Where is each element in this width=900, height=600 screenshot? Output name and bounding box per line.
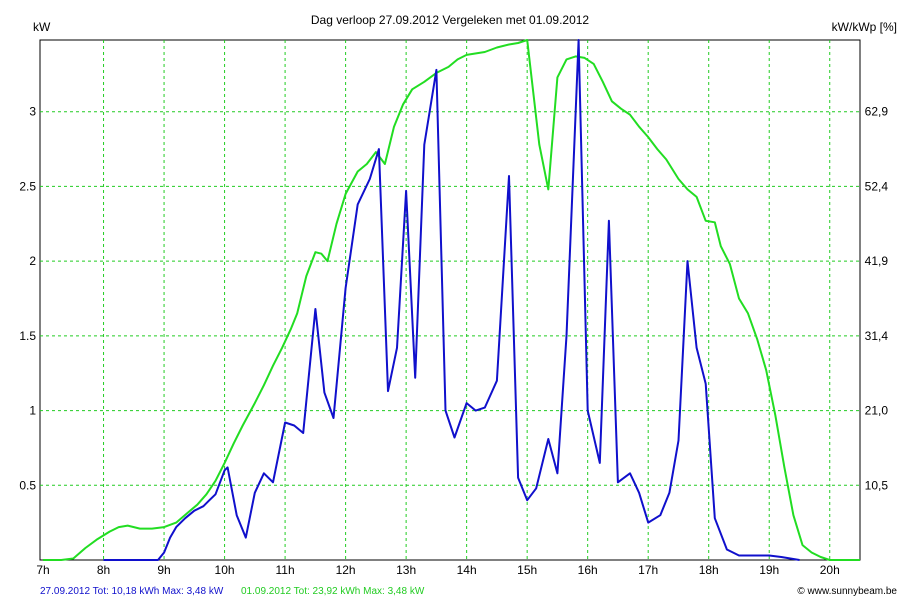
x-tick-label: 16h — [578, 563, 598, 577]
series-line-01.09.2012 — [43, 39, 860, 561]
x-tick-label: 11h — [276, 563, 295, 577]
series-lines — [43, 39, 860, 561]
y-tick-label-right: 41,9 — [865, 254, 889, 268]
plot-area — [39, 39, 861, 561]
series-line-27.09.2012 — [103, 39, 800, 561]
y-tick-label-right: 10,5 — [865, 478, 889, 492]
x-tick-label: 17h — [638, 563, 658, 577]
x-tick-label: 10h — [215, 563, 235, 577]
x-tick-label: 12h — [336, 563, 356, 577]
x-tick-label: 14h — [457, 563, 477, 577]
x-tick-label: 19h — [759, 563, 779, 577]
chart-title: Dag verloop 27.09.2012 Vergeleken met 01… — [311, 13, 590, 27]
x-tick-label: 15h — [517, 563, 537, 577]
footer-copyright: © www.sunnybeam.be — [797, 586, 897, 597]
grid-lines — [40, 40, 860, 560]
y-tick-label-right: 62,9 — [865, 105, 889, 119]
y-tick-label-left: 1 — [29, 404, 36, 418]
x-tick-label: 9h — [157, 563, 170, 577]
y-tick-label-left: 0.5 — [19, 478, 36, 492]
footer-green-summary: 01.09.2012 Tot: 23,92 kWh Max: 3,48 kW — [241, 586, 425, 597]
y-tick-label-left: 3 — [29, 105, 36, 119]
x-tick-label: 13h — [396, 563, 416, 577]
y-tick-label-right: 52,4 — [865, 179, 889, 193]
x-tick-label: 20h — [820, 563, 840, 577]
x-tick-label: 18h — [699, 563, 719, 577]
y-tick-label-left: 2 — [29, 254, 36, 268]
y-axis-ticks: 0.5 10,5 1 21,0 1.5 31,4 2 41,9 2.5 52,4 3 62,9 — [19, 105, 888, 493]
footer-blue-summary: 27.09.2012 Tot: 10,18 kWh Max: 3,48 kW — [40, 586, 224, 597]
y-axis-label-left: kW — [33, 20, 51, 34]
y-tick-label-right: 21,0 — [865, 404, 889, 418]
y-axis-label-right: kW/kWp [%] — [832, 20, 897, 34]
x-axis-ticks: 7h 8h 9h 10h 11h 12h 13h 14h 15h 16h 17h 18h 19h 20h — [36, 563, 839, 577]
y-tick-label-left: 1.5 — [19, 329, 36, 343]
y-tick-label-right: 31,4 — [865, 329, 889, 343]
x-tick-label: 8h — [97, 563, 110, 577]
y-tick-label-left: 2.5 — [19, 179, 36, 193]
x-tick-label: 7h — [36, 563, 49, 577]
